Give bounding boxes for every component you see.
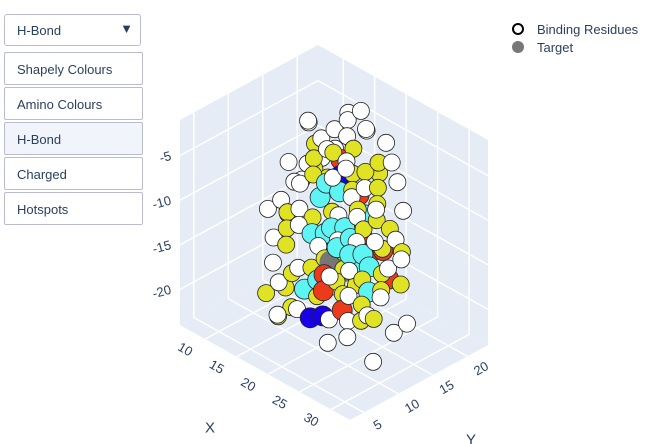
series-point-binding-residue xyxy=(299,111,318,130)
gridline-x xyxy=(267,298,407,375)
triangle-down-icon: ▼ xyxy=(120,21,133,36)
series-point-binding-residue xyxy=(269,273,288,292)
series-point-binding-residue xyxy=(320,267,339,286)
series-point-binding-residue xyxy=(391,275,410,294)
color-scheme-dropdown[interactable]: H-Bond ▼ xyxy=(4,14,141,46)
gridline-z xyxy=(317,79,489,177)
series-point-binding-residue xyxy=(258,199,277,218)
y-tick-label: 20 xyxy=(471,358,491,378)
menu-item-shapely-colours[interactable]: Shapely Colours xyxy=(4,52,143,85)
menu-item-charged[interactable]: Charged xyxy=(4,157,143,190)
series-point-binding-residue xyxy=(388,173,407,192)
series-point-binding-residue xyxy=(323,168,342,187)
series-point-binding-residue xyxy=(394,201,413,220)
menu-item-amino-colours[interactable]: Amino Colours xyxy=(4,87,143,120)
y-tick-label: 5 xyxy=(371,416,385,433)
x-axis-title: X xyxy=(205,420,215,437)
z-tick-label: -5 xyxy=(158,148,173,165)
series-point-binding-residue xyxy=(371,288,390,307)
series-point-binding-residue xyxy=(336,159,355,178)
menu-item-h-bond[interactable]: H-Bond xyxy=(4,122,143,155)
legend-item-target[interactable]: Target xyxy=(512,38,638,56)
color-scheme-menu: Shapely Colours Amino Colours H-Bond Cha… xyxy=(4,52,143,227)
series-point-binding-residue xyxy=(398,314,416,333)
series-point-binding-residue xyxy=(365,233,384,251)
menu-item-label: Amino Colours xyxy=(17,97,103,112)
open-circle-icon xyxy=(512,23,524,35)
series-point-binding-residue xyxy=(268,305,287,324)
series-point-binding-residue xyxy=(279,153,298,171)
series-point-binding-residue xyxy=(340,261,359,280)
series-point-binding-residue xyxy=(324,143,343,162)
gridline-z xyxy=(179,124,319,201)
gridline-x xyxy=(330,333,470,411)
z-tick-label: -10 xyxy=(151,193,173,212)
series-point-binding-residue xyxy=(264,253,282,272)
series-point-binding-residue xyxy=(377,133,396,152)
series-point-binding-residue xyxy=(379,259,398,278)
x-tick-label: 25 xyxy=(270,392,290,412)
series-point-binding-residue xyxy=(382,153,401,172)
legend-label: Binding Residues xyxy=(537,21,639,37)
series-point-binding-residue xyxy=(339,286,358,305)
back-plane-x xyxy=(180,45,318,325)
z-tick-label: -15 xyxy=(151,237,173,256)
gridline-y xyxy=(227,298,399,395)
legend: Binding Residues Target xyxy=(512,20,638,56)
floor-plane xyxy=(180,250,488,420)
x-tick-label: 30 xyxy=(301,409,321,429)
x-tick-label: 20 xyxy=(238,374,258,394)
legend-item-binding-residues[interactable]: Binding Residues xyxy=(512,20,638,38)
z-tick-label: -20 xyxy=(151,282,173,301)
series-point-binding-residue xyxy=(351,102,370,120)
x-tick-label: 15 xyxy=(207,357,227,377)
y-tick-label: 15 xyxy=(437,377,457,397)
gridline-y xyxy=(193,316,365,414)
series-point-binding-residue xyxy=(367,200,386,219)
menu-item-label: Shapely Colours xyxy=(17,62,113,77)
series-point-binding-residue xyxy=(368,178,387,197)
series-point-binding-residue xyxy=(392,250,411,269)
series-point-binding-residue xyxy=(277,235,296,254)
series-point-binding-residue xyxy=(338,328,357,347)
series-point-binding-residue xyxy=(318,333,337,352)
y-tick-label: 10 xyxy=(402,396,422,416)
series-point-binding-residue xyxy=(357,120,375,138)
series-point-binding-residue xyxy=(257,284,276,303)
x-tick-label: 10 xyxy=(175,339,195,359)
series-point-binding-residue xyxy=(364,309,383,328)
series-point-binding-residue xyxy=(384,323,403,342)
dropdown-selected-label: H-Bond xyxy=(17,23,62,38)
menu-item-label: H-Bond xyxy=(17,132,62,147)
menu-item-label: Hotspots xyxy=(17,202,69,217)
filled-circle-icon xyxy=(512,41,524,53)
menu-item-label: Charged xyxy=(17,167,67,182)
gridline-z xyxy=(179,79,319,157)
series-point-binding-residue xyxy=(291,174,309,193)
legend-label: Target xyxy=(537,39,574,55)
y-axis-title: Y xyxy=(466,432,476,444)
series-point-binding-residue xyxy=(364,352,383,371)
menu-item-hotspots[interactable]: Hotspots xyxy=(4,192,143,225)
